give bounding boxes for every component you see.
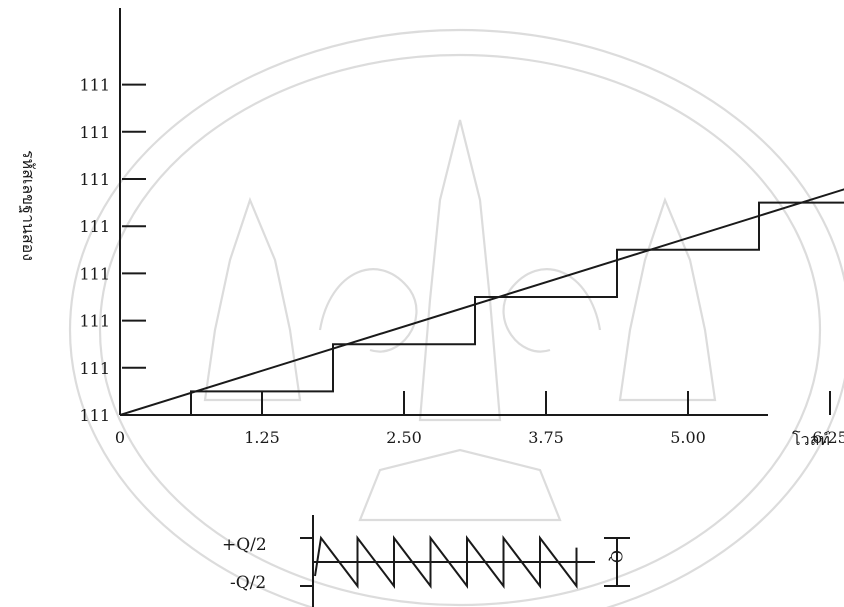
y-tick-label: 111 — [79, 312, 110, 331]
y-tick-label: 111 — [79, 123, 110, 142]
x-tick-label: 0 — [115, 428, 125, 447]
x-tick-label: 2.50 — [386, 428, 422, 447]
watermark-emblem-icon — [69, 28, 844, 607]
q-pos-label: +Q/2 — [222, 535, 267, 555]
tick-marks — [122, 83, 831, 415]
main-plot-axes — [119, 8, 768, 416]
y-tick-labels: 111 111 111 111 111 111 111 111 — [79, 76, 110, 425]
y-tick-label: 111 — [79, 217, 110, 236]
staircase-series-line — [190, 201, 844, 415]
y-tick-label: 111 — [79, 76, 110, 95]
sawtooth-error-line — [314, 535, 578, 589]
q-annotation-label: Q — [607, 550, 626, 563]
y-tick-label: 111 — [79, 170, 110, 189]
quantization-error-plot — [300, 515, 630, 607]
x-tick-label: 5.00 — [670, 428, 706, 447]
y-tick-label: 111 — [79, 264, 110, 283]
x-tick-labels: 01.252.503.755.006.257.508.7510.00 — [115, 428, 844, 447]
x-tick-label: 3.75 — [528, 428, 564, 447]
y-axis-label: รหัสเลขฐานสอง — [19, 150, 38, 261]
y-tick-label: 111 — [79, 359, 110, 378]
y-tick-label: 111 — [79, 406, 110, 425]
x-tick-label: 6.25 — [812, 428, 844, 447]
q-neg-label: -Q/2 — [230, 573, 266, 593]
x-axis-label: โวลท์ — [792, 430, 830, 449]
ideal-transfer-line — [119, 188, 844, 416]
series-marks — [119, 188, 844, 416]
x-tick-label: 1.25 — [244, 428, 280, 447]
